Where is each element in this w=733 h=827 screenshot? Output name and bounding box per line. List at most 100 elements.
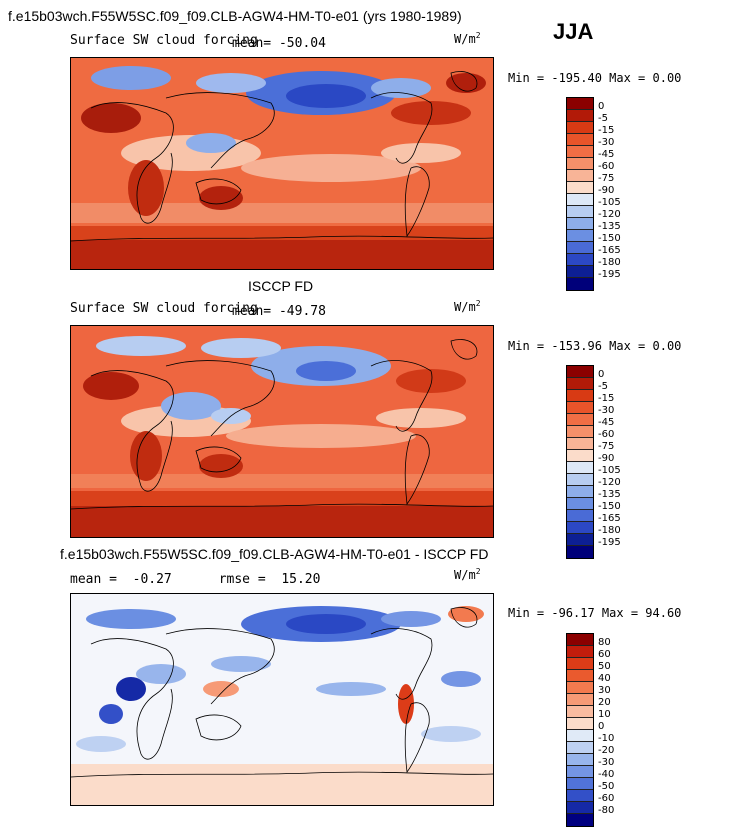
colorbar-swatch xyxy=(567,486,593,498)
colorbar-label: -180 xyxy=(598,257,621,268)
panel2-units-sup: 2 xyxy=(475,299,481,308)
colorbar-label: 30 xyxy=(598,685,611,696)
panel1-units: W/m2 xyxy=(454,31,481,46)
colorbar-label: -30 xyxy=(598,405,615,416)
colorbar-swatch xyxy=(567,230,593,242)
panel1-map-svg xyxy=(71,58,493,269)
colorbar-swatch xyxy=(567,146,593,158)
colorbar-label: -40 xyxy=(598,769,615,780)
colorbar-swatch xyxy=(567,766,593,778)
colorbar-swatch xyxy=(567,134,593,146)
colorbar-swatch xyxy=(567,378,593,390)
colorbar-swatch xyxy=(567,414,593,426)
colorbar-swatch xyxy=(567,426,593,438)
colorbar-label: -45 xyxy=(598,149,615,160)
panel3-stats: mean = -0.27 rmse = 15.20 xyxy=(70,572,321,587)
panel1-units-sup: 2 xyxy=(475,31,481,40)
colorbar-swatch xyxy=(567,814,593,826)
colorbar-swatch xyxy=(567,254,593,266)
colorbar-label: -195 xyxy=(598,269,621,280)
panel2-colorbar-labels: 0 -5 -15 -30 -45 -60 -75 -90 -105 -120 -135 -150 -16… xyxy=(598,369,621,549)
colorbar-label: -10 xyxy=(598,733,615,744)
colorbar-swatch xyxy=(567,110,593,122)
panel3-units-sup: 2 xyxy=(475,567,481,576)
colorbar-swatch xyxy=(567,742,593,754)
colorbar-label: 20 xyxy=(598,697,611,708)
colorbar-label: -105 xyxy=(598,465,621,476)
panel3-minmax: Min = -96.17 Max = 94.60 xyxy=(508,606,682,620)
panel3-map-svg xyxy=(71,594,493,805)
colorbar-swatch xyxy=(567,706,593,718)
panel1-colorbar xyxy=(566,97,594,291)
colorbar-swatch xyxy=(567,218,593,230)
panel1-map xyxy=(70,57,494,270)
colorbar-label: -60 xyxy=(598,429,615,440)
panel2-map xyxy=(70,325,494,538)
colorbar-swatch xyxy=(567,266,593,278)
colorbar-swatch xyxy=(567,450,593,462)
colorbar-swatch xyxy=(567,98,593,110)
colorbar-label: -5 xyxy=(598,113,608,124)
colorbar-swatch xyxy=(567,534,593,546)
colorbar-label: -50 xyxy=(598,781,615,792)
colorbar-swatch xyxy=(567,122,593,134)
colorbar-label: -45 xyxy=(598,417,615,428)
panel2-minmax: Min = -153.96 Max = 0.00 xyxy=(508,339,682,353)
colorbar-swatch xyxy=(567,170,593,182)
colorbar-label: -165 xyxy=(598,513,621,524)
colorbar-swatch xyxy=(567,510,593,522)
colorbar-swatch xyxy=(567,670,593,682)
colorbar-swatch xyxy=(567,694,593,706)
colorbar-label: 50 xyxy=(598,661,611,672)
panel1-colorbar-labels: 0 -5 -15 -30 -45 -60 -75 -90 -105 -120 -135 -150 -16… xyxy=(598,101,621,281)
colorbar-label: 0 xyxy=(598,369,605,380)
panel3-colorbar xyxy=(566,633,594,827)
colorbar-swatch xyxy=(567,730,593,742)
panel3-map xyxy=(70,593,494,806)
colorbar-label: 60 xyxy=(598,649,611,660)
colorbar-label: -75 xyxy=(598,173,615,184)
colorbar-label: 40 xyxy=(598,673,611,684)
colorbar-swatch xyxy=(567,278,593,290)
panel3-colorbar-labels: 80 60 50 40 30 20 10 0 -10 -20 -30 -40 -50 -60 -80 xyxy=(598,637,614,817)
panel2-mean: mean= -49.78 xyxy=(232,304,326,319)
colorbar-label: -195 xyxy=(598,537,621,548)
colorbar-swatch xyxy=(567,802,593,814)
colorbar-label: -120 xyxy=(598,209,621,220)
colorbar-swatch xyxy=(567,634,593,646)
colorbar-swatch xyxy=(567,646,593,658)
panel2-colorbar xyxy=(566,365,594,559)
colorbar-label: -150 xyxy=(598,233,621,244)
panel1-mean: mean= -50.04 xyxy=(232,36,326,51)
colorbar-label: -30 xyxy=(598,137,615,148)
colorbar-label: -30 xyxy=(598,757,615,768)
colorbar-swatch xyxy=(567,658,593,670)
colorbar-label: -135 xyxy=(598,221,621,232)
colorbar-swatch xyxy=(567,718,593,730)
colorbar-label: -90 xyxy=(598,185,615,196)
colorbar-label: -5 xyxy=(598,381,608,392)
colorbar-label: -15 xyxy=(598,125,615,136)
panel2-heading: ISCCP FD xyxy=(248,278,314,294)
colorbar-label: 0 xyxy=(598,101,605,112)
colorbar-label: -75 xyxy=(598,441,615,452)
colorbar-swatch xyxy=(567,474,593,486)
panel3-units-text: W/m xyxy=(454,568,476,582)
colorbar-swatch xyxy=(567,182,593,194)
colorbar-label: -60 xyxy=(598,793,615,804)
figure-title: f.e15b03wch.F55W5SC.f09_f09.CLB-AGW4-HM-… xyxy=(8,8,462,24)
colorbar-label: -105 xyxy=(598,197,621,208)
colorbar-label: -80 xyxy=(598,805,615,816)
panel2-units: W/m2 xyxy=(454,299,481,314)
panel1-units-text: W/m xyxy=(454,32,476,46)
panel2-variable: Surface SW cloud forcing xyxy=(70,301,258,316)
colorbar-swatch xyxy=(567,790,593,802)
colorbar-label: -135 xyxy=(598,489,621,500)
colorbar-swatch xyxy=(567,682,593,694)
panel1-minmax: Min = -195.40 Max = 0.00 xyxy=(508,71,682,85)
panel1-variable-label: Surface SW cloud forcing xyxy=(70,33,258,48)
colorbar-swatch xyxy=(567,438,593,450)
panel3-heading: f.e15b03wch.F55W5SC.f09_f09.CLB-AGW4-HM-… xyxy=(60,546,489,562)
colorbar-swatch xyxy=(567,366,593,378)
colorbar-label: -165 xyxy=(598,245,621,256)
